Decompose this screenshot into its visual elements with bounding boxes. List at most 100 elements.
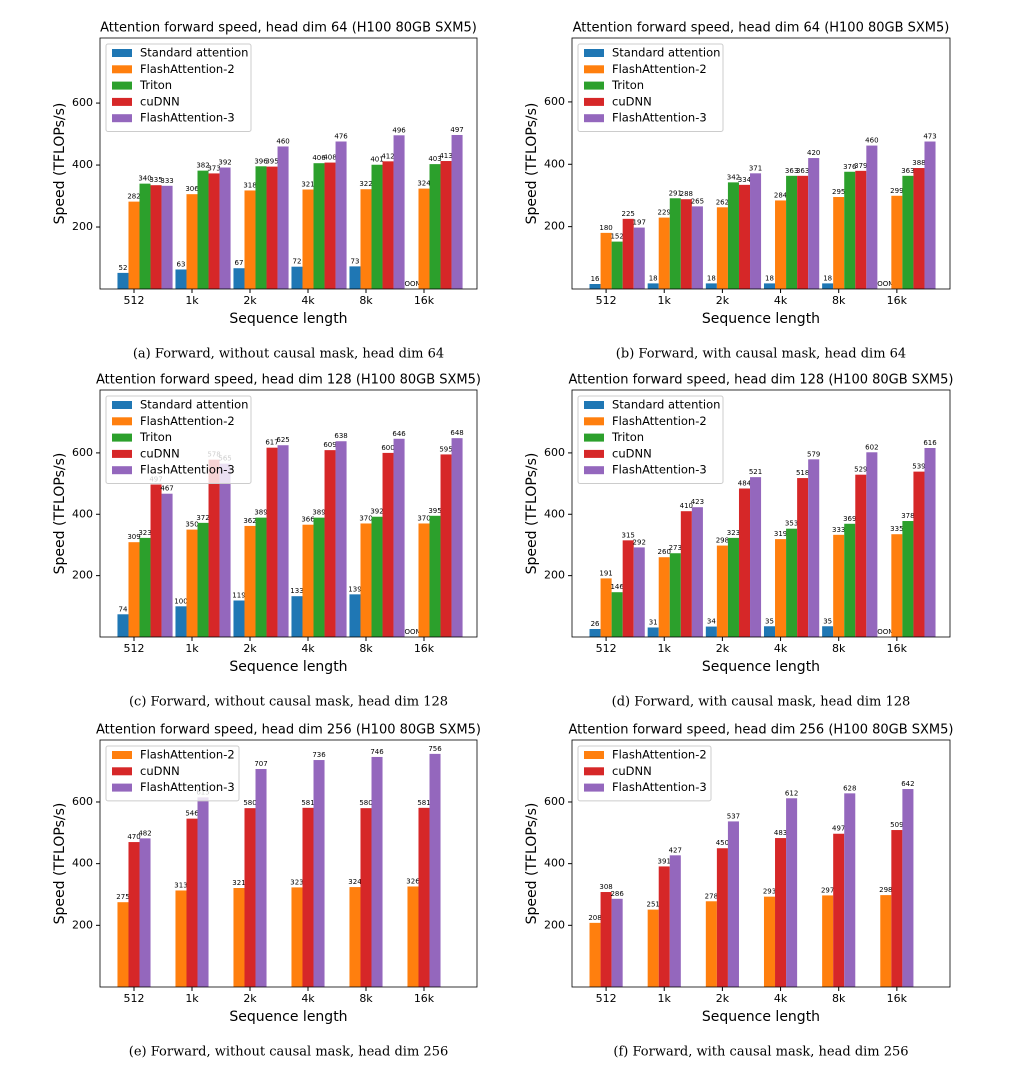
value-label: 18: [823, 274, 832, 282]
value-label: 322: [359, 180, 372, 188]
x-tick-label: 4k: [774, 642, 788, 655]
legend-swatch: [112, 65, 132, 74]
value-label: 208: [588, 914, 601, 922]
value-label: 395: [428, 507, 441, 515]
y-axis-label: Speed (TFLOPs/s): [52, 453, 68, 575]
x-tick-label: 16k: [414, 642, 435, 655]
value-label: 371: [749, 164, 762, 172]
bar: [451, 438, 463, 637]
axes-frame: [99, 739, 478, 988]
bar: [440, 454, 452, 637]
bar: [266, 447, 278, 637]
value-label: 609: [323, 441, 336, 449]
bar: [705, 283, 717, 289]
bar: [797, 175, 809, 289]
bar: [658, 217, 670, 289]
value-label: 646: [392, 430, 406, 438]
value-label: 288: [680, 190, 693, 198]
x-tick-label: 512: [124, 642, 145, 655]
bar: [324, 450, 336, 637]
value-label: 74: [119, 605, 128, 613]
y-axis-label: Speed (TFLOPs/s): [524, 103, 540, 225]
value-label: 334: [738, 176, 752, 184]
x-tick-label: 8k: [832, 642, 846, 655]
bar: [175, 606, 187, 637]
y-tick-label: 200: [72, 220, 93, 233]
value-label: 313: [174, 881, 187, 889]
x-tick-label: 4k: [301, 294, 315, 307]
value-label: 617: [265, 439, 278, 447]
legend-swatch: [584, 783, 604, 792]
value-label: 275: [116, 893, 129, 901]
bar: [633, 227, 645, 289]
bar: [691, 507, 703, 637]
bar: [797, 478, 809, 637]
y-tick-label: 200: [72, 918, 93, 931]
legend-label: Standard attention: [140, 46, 248, 60]
bar: [589, 922, 601, 987]
bar: [891, 830, 903, 987]
bar: [822, 626, 834, 637]
x-tick-label: 8k: [359, 992, 373, 1005]
bar: [233, 888, 245, 987]
bar: [360, 189, 372, 289]
x-tick-label: 2k: [716, 992, 730, 1005]
value-label: 638: [334, 432, 347, 440]
value-label: 265: [691, 197, 704, 205]
value-label: 292: [633, 538, 646, 546]
bar: [277, 146, 289, 289]
legend-label: FlashAttention-2: [140, 62, 235, 76]
legend-label: Triton: [139, 78, 172, 92]
bar: [891, 534, 903, 637]
bar: [822, 283, 834, 289]
caption: (d) Forward, with causal mask, head dim …: [612, 695, 911, 710]
bar: [440, 161, 452, 289]
value-label: 273: [669, 544, 682, 552]
value-label: 363: [785, 167, 798, 175]
value-label: 529: [854, 466, 867, 474]
legend-label: FlashAttention-3: [140, 780, 235, 794]
value-label: 278: [705, 892, 718, 900]
legend-label: FlashAttention-2: [140, 414, 235, 428]
value-label: 251: [647, 901, 660, 909]
bar: [716, 848, 728, 987]
bar: [775, 200, 787, 289]
value-label: 625: [276, 436, 289, 444]
bar: [913, 168, 925, 289]
value-label: 395: [265, 158, 278, 166]
value-label: 284: [774, 191, 788, 199]
bar: [393, 135, 405, 289]
chart-title: Attention forward speed, head dim 64 (H1…: [573, 21, 950, 36]
legend-swatch: [112, 417, 132, 426]
value-label: 388: [912, 159, 925, 167]
bar: [844, 523, 856, 637]
x-axis-label: Sequence length: [702, 659, 820, 675]
y-tick-label: 400: [544, 507, 565, 520]
x-tick-label: 2k: [243, 294, 257, 307]
bar: [589, 284, 601, 289]
value-label: 595: [439, 445, 452, 453]
value-label: 370: [359, 514, 372, 522]
bar: [233, 600, 245, 637]
legend-label: FlashAttention-2: [612, 414, 707, 428]
x-tick-label: 8k: [832, 992, 846, 1005]
axes-frame: [571, 389, 951, 638]
value-label: 308: [599, 883, 612, 891]
y-axis-label: Speed (TFLOPs/s): [52, 103, 68, 225]
bar: [117, 272, 129, 289]
value-label: 412: [381, 152, 394, 160]
value-label: 119: [232, 591, 245, 599]
bar: [219, 463, 231, 637]
value-label: 518: [796, 469, 809, 477]
value-label: 18: [707, 274, 716, 282]
x-tick-label: 2k: [243, 992, 257, 1005]
bar: [833, 833, 845, 987]
bar: [750, 477, 762, 637]
legend-swatch: [584, 466, 604, 475]
bar: [866, 452, 878, 637]
caption: (a) Forward, without causal mask, head d…: [133, 347, 444, 362]
legend-swatch: [112, 49, 132, 57]
bar: [277, 445, 289, 637]
axes-frame: [99, 389, 478, 638]
